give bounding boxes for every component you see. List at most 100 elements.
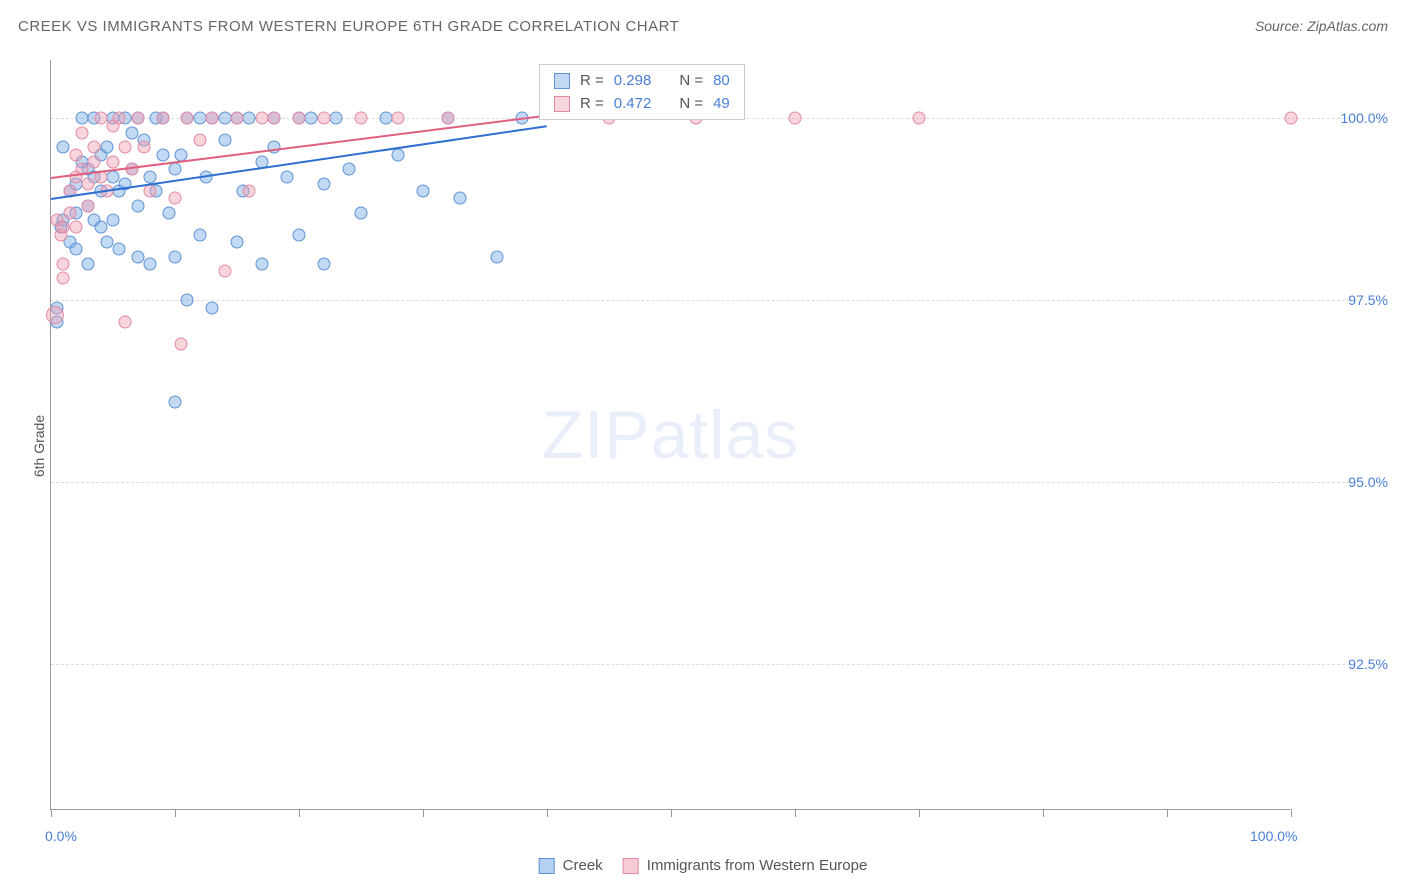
scatter-point [317, 257, 330, 270]
scatter-point [491, 250, 504, 263]
y-tick-label: 95.0% [1348, 474, 1388, 490]
gridline-horizontal [51, 300, 1350, 301]
scatter-point [82, 177, 95, 190]
stats-row: R = 0.298 N = 80 [540, 69, 744, 92]
scatter-point [82, 199, 95, 212]
scatter-point [94, 221, 107, 234]
scatter-point [181, 112, 194, 125]
x-tick [1043, 809, 1044, 817]
scatter-point [1285, 112, 1298, 125]
x-tick [1291, 809, 1292, 817]
gridline-horizontal [51, 482, 1350, 483]
scatter-point [255, 112, 268, 125]
source-attribution: Source: ZipAtlas.com [1255, 18, 1388, 34]
scatter-point [119, 141, 132, 154]
scatter-point [76, 126, 89, 139]
legend-swatch [554, 96, 570, 112]
stat-r-value: 0.298 [614, 72, 652, 89]
x-tick [547, 809, 548, 817]
scatter-point [293, 228, 306, 241]
legend-swatch [539, 858, 555, 874]
scatter-point [63, 206, 76, 219]
scatter-point [100, 141, 113, 154]
legend-swatch [554, 73, 570, 89]
scatter-point [379, 112, 392, 125]
scatter-point [125, 126, 138, 139]
scatter-point [107, 170, 120, 183]
legend-swatch [623, 858, 639, 874]
scatter-point [193, 228, 206, 241]
scatter-point [317, 112, 330, 125]
scatter-point [417, 185, 430, 198]
chart-header: CREEK VS IMMIGRANTS FROM WESTERN EUROPE … [18, 18, 1388, 35]
scatter-point [76, 112, 89, 125]
scatter-point [293, 112, 306, 125]
x-tick [1167, 809, 1168, 817]
x-tick-label: 100.0% [1250, 828, 1297, 844]
scatter-point [107, 155, 120, 168]
x-tick [919, 809, 920, 817]
scatter-point [218, 112, 231, 125]
scatter-point [113, 243, 126, 256]
scatter-point [162, 206, 175, 219]
scatter-point [206, 112, 219, 125]
scatter-point [317, 177, 330, 190]
stat-r-label: R = [580, 72, 604, 89]
scatter-point [57, 272, 70, 285]
scatter-point [100, 236, 113, 249]
scatter-point [113, 112, 126, 125]
scatter-point [131, 250, 144, 263]
scatter-point [441, 112, 454, 125]
scatter-point [88, 155, 101, 168]
stat-n-label: N = [679, 95, 703, 112]
watermark-text: ZIPatlas [542, 396, 799, 474]
scatter-point [169, 250, 182, 263]
legend-label: Creek [563, 857, 603, 874]
y-tick-label: 97.5% [1348, 292, 1388, 308]
scatter-point [193, 134, 206, 147]
scatter-point [789, 112, 802, 125]
scatter-point [69, 243, 82, 256]
scatter-point [342, 163, 355, 176]
scatter-point [131, 112, 144, 125]
scatter-point [88, 141, 101, 154]
y-tick-label: 92.5% [1348, 656, 1388, 672]
stats-box: R = 0.298 N = 80 R =0.472N =49 [539, 64, 745, 120]
scatter-point [82, 257, 95, 270]
y-tick-label: 100.0% [1341, 110, 1388, 126]
scatter-point [119, 316, 132, 329]
scatter-point [392, 148, 405, 161]
scatter-point [175, 337, 188, 350]
scatter-point [355, 206, 368, 219]
legend-label: Immigrants from Western Europe [647, 857, 868, 874]
scatter-point [57, 257, 70, 270]
scatter-point [169, 163, 182, 176]
stats-row: R =0.472N =49 [540, 92, 744, 115]
scatter-plot-area: ZIPatlas R = 0.298 N = 80 R =0.472N =49 [50, 60, 1290, 810]
gridline-horizontal [51, 664, 1350, 665]
x-tick [423, 809, 424, 817]
y-axis-label: 6th Grade [31, 415, 47, 477]
scatter-point [355, 112, 368, 125]
scatter-point [131, 199, 144, 212]
stat-n-value: 80 [713, 72, 730, 89]
scatter-point [454, 192, 467, 205]
scatter-point [913, 112, 926, 125]
scatter-point [156, 148, 169, 161]
scatter-point [305, 112, 318, 125]
scatter-point [330, 112, 343, 125]
scatter-point [94, 112, 107, 125]
stat-r-label: R = [580, 95, 604, 112]
scatter-point [243, 185, 256, 198]
scatter-point [144, 257, 157, 270]
scatter-point [392, 112, 405, 125]
scatter-point [144, 170, 157, 183]
watermark-zip: ZIP [542, 397, 651, 473]
scatter-point [169, 396, 182, 409]
x-tick [51, 809, 52, 817]
stat-n-label: N = [679, 72, 703, 89]
scatter-point [268, 112, 281, 125]
chart-title: CREEK VS IMMIGRANTS FROM WESTERN EUROPE … [18, 18, 679, 35]
scatter-point [46, 306, 64, 324]
scatter-point [57, 141, 70, 154]
